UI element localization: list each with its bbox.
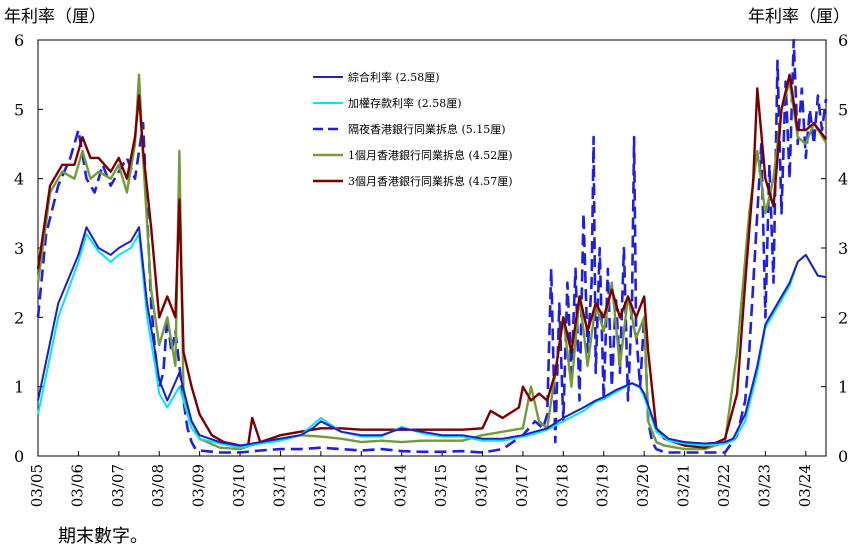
x-tick-label: 03/07: [109, 464, 127, 507]
x-tick-label: 03/09: [190, 464, 208, 507]
x-tick-label: 03/08: [149, 464, 167, 507]
x-tick-label: 03/05: [28, 464, 46, 507]
x-tick-label: 03/13: [351, 464, 369, 507]
x-tick-label: 03/06: [68, 464, 86, 507]
y-tick-label-left: 2: [14, 308, 24, 327]
legend-label-3: 1個月香港銀行同業拆息 (4.52厘): [348, 148, 513, 162]
x-tick-label: 03/24: [796, 464, 814, 507]
x-tick-label: 03/23: [755, 464, 773, 507]
axes: 0 0 1 1 2 2 3 3 4 4 5 5 6 6 03/05 03/06 03/07 03/08 03/09 0…: [14, 31, 848, 507]
x-tick-label: 03/20: [634, 464, 652, 507]
y-tick-label-right: 2: [838, 308, 848, 327]
legend-label-4: 3個月香港銀行同業拆息 (4.57厘): [348, 174, 513, 188]
x-tick-label: 03/11: [270, 464, 288, 507]
series-line-2: [36, 38, 828, 454]
legend-label-1: 加權存款利率 (2.58厘): [348, 96, 462, 110]
y-tick-label-right: 5: [838, 100, 848, 119]
x-tick-label: 03/14: [392, 464, 410, 507]
y-tick-label-left: 1: [14, 378, 24, 397]
series-line-1: [37, 233, 827, 449]
series-lines: [36, 38, 828, 454]
x-tick-label: 03/22: [715, 464, 733, 507]
x-tick-label: 03/18: [553, 464, 571, 507]
x-tick-label: 03/12: [311, 464, 329, 507]
legend-label-2: 隔夜香港銀行同業拆息 (5.15厘): [348, 122, 506, 136]
series-line-0: [37, 226, 827, 447]
y-tick-label-right: 6: [838, 31, 848, 50]
x-tick-label: 03/17: [513, 464, 531, 507]
y-tick-label-left: 6: [14, 31, 24, 50]
right-axis-title: 年利率（厘）: [748, 7, 850, 27]
left-axis-title: 年利率（厘）: [4, 7, 106, 27]
x-tick-label: 03/19: [594, 464, 612, 507]
y-tick-label-left: 4: [14, 170, 24, 189]
legend-label-0: 綜合利率 (2.58厘): [348, 70, 440, 84]
y-tick-label-right: 0: [838, 447, 848, 466]
x-tick-label: 03/10: [230, 464, 248, 507]
y-tick-label-right: 1: [838, 378, 848, 397]
y-tick-label-left: 0: [14, 447, 24, 466]
y-tick-label-right: 4: [838, 170, 848, 189]
x-tick-label: 03/16: [473, 464, 491, 507]
x-tick-label: 03/21: [675, 464, 693, 507]
y-tick-label-right: 3: [838, 239, 848, 258]
legend: 綜合利率 (2.58厘) 加權存款利率 (2.58厘) 隔夜香港銀行同業拆息 (5.…: [313, 70, 513, 188]
footnote: 期末數字。: [58, 526, 148, 547]
x-tick-label: 03/15: [432, 464, 450, 507]
y-tick-label-left: 3: [14, 239, 24, 258]
y-tick-label-left: 5: [14, 100, 24, 119]
